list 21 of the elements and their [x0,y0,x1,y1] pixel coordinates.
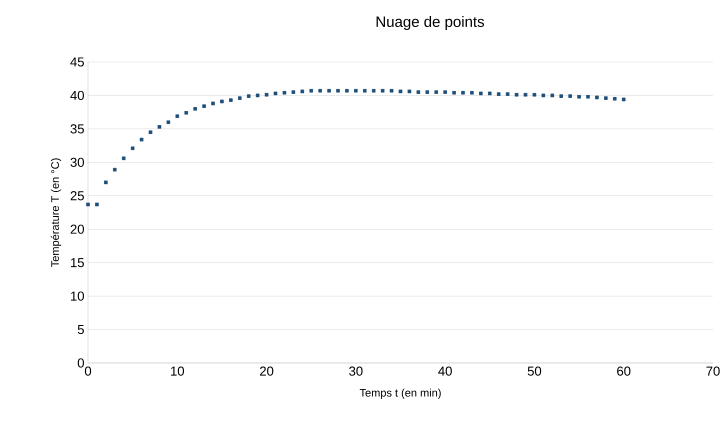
x-axis-title: Temps t (en min) [360,388,441,399]
x-tick-label: 50 [528,366,542,376]
x-tick-label: 20 [260,366,274,376]
x-tick-label: 60 [617,366,630,376]
y-tick-label: 25 [70,191,84,200]
y-tick-label: 0 [78,358,84,368]
x-tick-label: 40 [438,366,452,376]
y-axis-title: Température T (en °C) [50,158,62,268]
y-tick-label: 35 [70,124,84,134]
x-tick-label: 30 [349,366,363,376]
y-tick-label: 10 [71,291,84,301]
y-tick-label: 40 [70,90,84,100]
y-tick-label: 15 [71,258,84,268]
y-tick-label: 20 [70,224,84,234]
y-tick-label: 45 [70,57,84,67]
x-tick-label: 70 [706,366,720,376]
x-tick-label: 0 [84,366,92,376]
y-tick-label: 5 [78,325,84,334]
y-tick-label: 30 [70,158,84,167]
x-tick-label: 10 [171,366,184,376]
chart-title: Nuage de points [376,16,484,30]
